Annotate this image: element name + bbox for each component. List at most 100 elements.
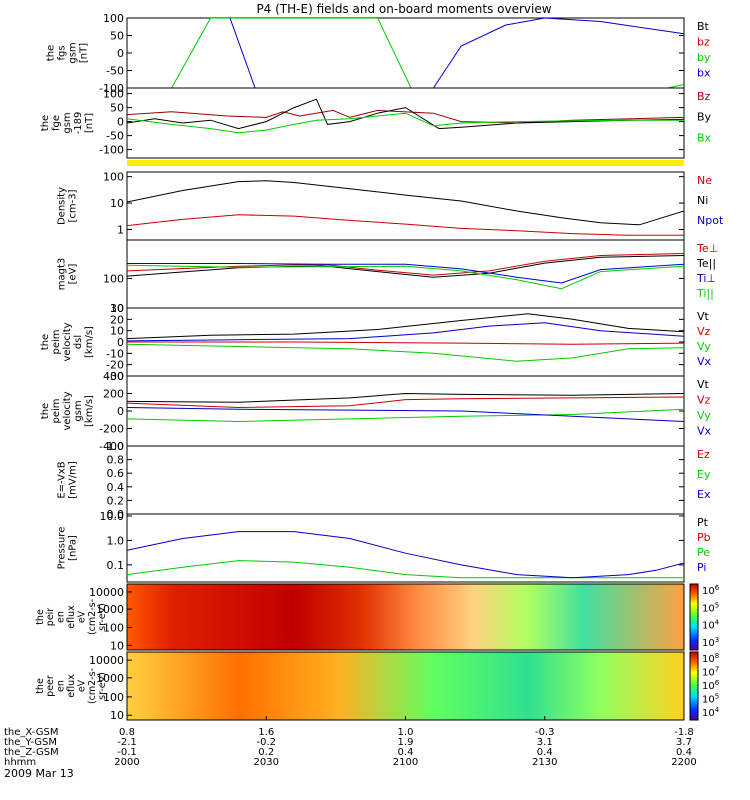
y-axis-label: (cm2-s- <box>87 599 98 635</box>
x-tick-label: 3.1 <box>537 737 553 748</box>
x-row-label: the_Z-GSM <box>4 747 59 758</box>
y-axis-label: peir <box>45 608 56 627</box>
legend-bz: bz <box>697 36 710 49</box>
y-axis-label: E=-VxB <box>57 461 68 498</box>
series-line-Te⊥ <box>127 253 684 276</box>
legend-Npot: Npot <box>697 214 724 227</box>
y-axis-label: Density <box>57 187 68 225</box>
y-axis-label: gsm <box>68 42 79 63</box>
y-tick-label: 0.0 <box>107 508 125 521</box>
legend-Pe: Pe <box>697 546 710 559</box>
x-tick-label: 0.4 <box>398 747 414 758</box>
legend-Pt: Pt <box>697 516 709 529</box>
y-tick-label: 10 <box>110 302 124 315</box>
y-tick-label: 1.0 <box>107 440 125 453</box>
series-line-Ne <box>127 214 684 236</box>
x-tick-label: 0.8 <box>119 727 135 738</box>
y-axis-label: eV <box>76 679 87 692</box>
legend-Bx: Bx <box>697 131 712 144</box>
legend-Ex: Ex <box>697 488 711 501</box>
series-line-Ti⊥ <box>127 263 684 284</box>
y-axis-label: [km/s] <box>84 395 95 427</box>
legend-Vz: Vz <box>697 325 711 338</box>
y-tick-label: 10 <box>110 197 124 210</box>
colorbar-label: 104 <box>702 706 720 719</box>
series-line-Bz <box>127 109 684 124</box>
y-axis-label: eflux <box>66 605 77 629</box>
y-axis-label: peer <box>45 675 56 697</box>
y-tick-label: 1.0 <box>107 534 125 547</box>
y-tick-label: 1000 <box>96 672 124 685</box>
y-axis-label: peim <box>51 398 62 423</box>
x-tick-label: 1.6 <box>258 727 274 738</box>
colorbar-label: 103 <box>702 636 719 649</box>
panel-peim-gsm: 400 200 0 -200 -400 the peim velocity gsm [km/s] V… <box>40 370 712 453</box>
y-axis-label: en <box>56 611 67 623</box>
series-line-Vt <box>127 313 684 340</box>
panel-frame <box>126 445 685 515</box>
panel-fgs: 100 50 0 -50 -100 the fgs gsm [nT] Bt bz by bx <box>46 12 711 95</box>
x-tick-label: 3.7 <box>676 737 692 748</box>
y-axis-label: dsl <box>73 335 84 349</box>
y-axis-label: -189 <box>73 112 84 135</box>
legend-bx: bx <box>697 67 711 80</box>
x-tick-label: 2200 <box>671 757 696 768</box>
y-axis-label: sr-eV) <box>97 603 108 631</box>
series-line-by <box>171 18 684 88</box>
y-axis-label: [km/s] <box>84 326 95 358</box>
y-tick-label: 0.2 <box>107 494 125 507</box>
y-axis-label: (cm2-s- <box>87 668 98 704</box>
legend-Vt: Vt <box>697 310 710 323</box>
x-row-label: hhmm <box>4 757 36 768</box>
x-tick-label: -2.1 <box>117 737 137 748</box>
series-line-Ni <box>127 180 684 226</box>
legend-Ez: Ez <box>697 448 710 461</box>
y-tick-label: 0.1 <box>107 559 125 572</box>
y-axis-label: velocity <box>62 322 73 361</box>
y-tick-label: 400 <box>103 370 124 383</box>
legend-Bt: Bt <box>697 20 710 33</box>
series-line-Pe <box>127 560 684 579</box>
y-tick-label: -100 <box>99 82 124 95</box>
legend-Te⊥: Te⊥ <box>696 242 718 255</box>
colorbar-label: 108 <box>702 652 719 665</box>
y-axis-label: en <box>56 680 67 692</box>
colorbar-label: 105 <box>702 693 719 706</box>
panel-efield: 1.00.80.60.40.20.0 E=-VxB [mV/m] Ez Ey Ex <box>57 440 711 521</box>
series-line-Vx <box>127 407 684 422</box>
y-tick-label: 50 <box>110 30 124 43</box>
series-line-Vy <box>127 408 684 423</box>
spectrogram-peer: 10000 1000 100 10 the peer en eflux eV (cm2-s-sr-… <box>35 651 720 722</box>
legend-Ey: Ey <box>697 468 711 481</box>
y-axis-label: fge <box>51 115 62 131</box>
panel-frame <box>126 87 685 159</box>
x-tick-label: 0.4 <box>537 747 553 758</box>
x-row-label: the_Y-GSM <box>4 737 57 748</box>
legend-Vy: Vy <box>697 409 711 422</box>
colorbar <box>689 651 699 721</box>
x-tick-label: 1.0 <box>398 727 414 738</box>
y-axis-label: the <box>35 609 46 625</box>
legend-by: by <box>697 51 711 64</box>
y-axis-label: eV <box>76 610 87 623</box>
y-tick-label: 10 <box>110 709 124 722</box>
series-line-bx <box>229 18 684 88</box>
y-axis-label: [eV] <box>68 264 79 285</box>
y-axis-label: fgs <box>57 45 68 60</box>
legend-Vx: Vx <box>697 355 712 368</box>
legend-Vx: Vx <box>697 425 712 438</box>
y-tick-label: 10 <box>110 325 124 338</box>
yellow-bar <box>127 160 684 166</box>
x-tick-label: 2100 <box>393 757 418 768</box>
y-axis-label: [nT] <box>84 113 95 133</box>
colorbar-label: 104 <box>702 619 720 632</box>
x-tick-label: -1.8 <box>674 727 694 738</box>
panel-density: 100 10 1 Density [cm-3] Ne Ni Npot <box>57 171 724 241</box>
x-tick-label: 0.2 <box>258 747 274 758</box>
y-tick-label: 20 <box>110 313 124 326</box>
series-line-Vt <box>127 392 684 403</box>
y-axis-label: magt3 <box>57 258 68 291</box>
y-tick-label: 30 <box>110 302 124 315</box>
